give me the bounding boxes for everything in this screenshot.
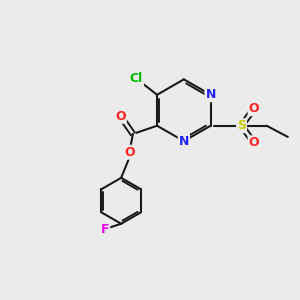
Text: F: F xyxy=(101,223,109,236)
Text: O: O xyxy=(249,102,259,115)
Text: N: N xyxy=(206,88,216,101)
Text: N: N xyxy=(179,135,189,148)
Text: O: O xyxy=(115,110,126,123)
Text: O: O xyxy=(249,136,259,149)
Text: Cl: Cl xyxy=(130,72,143,85)
Text: S: S xyxy=(237,119,246,132)
Text: O: O xyxy=(125,146,135,159)
